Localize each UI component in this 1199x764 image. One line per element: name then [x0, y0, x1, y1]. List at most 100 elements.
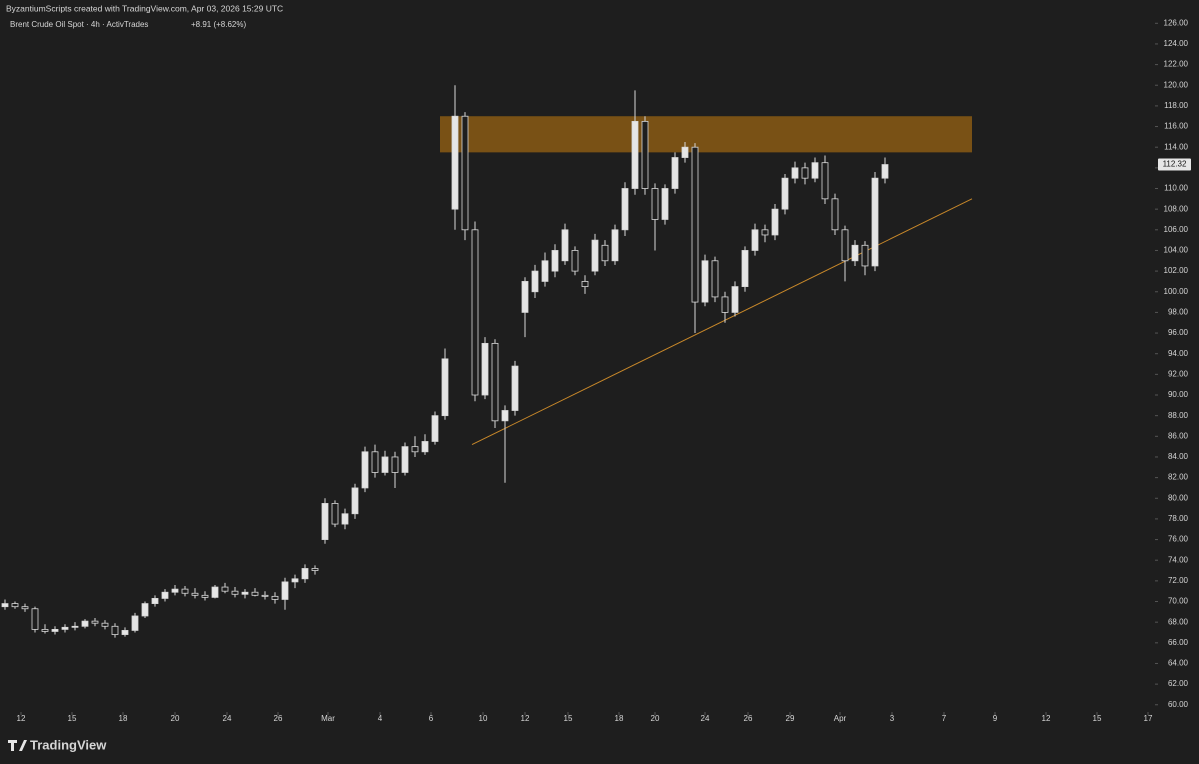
- y-tick-label: 108.00: [1164, 204, 1189, 213]
- x-tick-label: 4: [378, 714, 383, 723]
- x-tick-label: 26: [744, 714, 753, 723]
- y-tick-label: 110.00: [1164, 184, 1188, 193]
- change: +8.91 (+8.62%): [191, 20, 246, 29]
- x-tick-label: 24: [223, 714, 232, 723]
- candle-body: [651, 188, 659, 220]
- candle-body: [381, 456, 389, 473]
- candle-body: [421, 441, 429, 453]
- candle-body: [661, 188, 669, 220]
- y-tick-label: 114.00: [1164, 142, 1188, 151]
- candle-body: [501, 410, 509, 422]
- candle-body: [601, 244, 609, 262]
- candle-body: [611, 229, 619, 262]
- x-tick-label: 12: [521, 714, 530, 723]
- candle-body: [391, 456, 399, 473]
- y-tick-label: 66.00: [1168, 638, 1189, 647]
- candle-body: [771, 208, 779, 236]
- x-tick-label: 18: [119, 714, 128, 723]
- x-tick-label: 18: [615, 714, 624, 723]
- candle-body: [851, 244, 859, 262]
- header: ByzantiumScripts created with TradingVie…: [6, 3, 283, 13]
- candle-body: [351, 487, 359, 515]
- candle-body: [201, 594, 209, 598]
- x-tick-label: 3: [890, 714, 895, 723]
- candle-body: [551, 250, 559, 272]
- last-price-box: [1158, 158, 1191, 171]
- candle-body: [321, 503, 329, 540]
- y-tick-label: 60.00: [1168, 700, 1189, 709]
- y-tick-label: 98.00: [1168, 308, 1189, 317]
- candle-body: [821, 162, 829, 200]
- candle-body: [241, 591, 249, 595]
- candle-body: [841, 229, 849, 262]
- candle-body: [11, 603, 19, 608]
- candle-body: [571, 250, 579, 272]
- candle-body: [61, 626, 69, 630]
- y-tick-label: 120.00: [1164, 80, 1189, 89]
- candle-body: [211, 586, 219, 598]
- candle-body: [121, 630, 129, 635]
- y-tick-label: 76.00: [1168, 535, 1189, 544]
- candle-body: [51, 628, 59, 632]
- y-tick-label: 84.00: [1168, 452, 1189, 461]
- candle-body: [101, 622, 109, 627]
- logo-icon: [8, 740, 27, 751]
- candle-body: [751, 229, 759, 251]
- candle-body: [621, 188, 629, 231]
- resistance-zone: [440, 116, 972, 153]
- candle-body: [441, 358, 449, 417]
- candle-body: [41, 628, 49, 632]
- x-tick-label: 12: [1042, 714, 1051, 723]
- candle-body: [431, 415, 439, 442]
- candle-body: [81, 620, 89, 627]
- candle-body: [561, 229, 569, 262]
- y-tick-label: 86.00: [1168, 431, 1189, 440]
- y-tick-label: 70.00: [1168, 597, 1189, 606]
- candle-body: [181, 588, 189, 594]
- candle-body: [291, 578, 299, 583]
- y-tick-label: 126.00: [1164, 18, 1189, 27]
- candle-body: [251, 591, 259, 596]
- candle-body: [231, 590, 239, 595]
- candle-body: [581, 281, 589, 287]
- y-tick-label: 78.00: [1168, 514, 1189, 523]
- y-tick-label: 72.00: [1168, 576, 1189, 585]
- candle-body: [161, 591, 169, 599]
- y-tick-label: 62.00: [1168, 679, 1189, 688]
- candle-body: [741, 250, 749, 287]
- candle-body: [631, 120, 639, 189]
- y-tick-label: 92.00: [1168, 369, 1189, 378]
- x-tick-label: 9: [993, 714, 998, 723]
- y-tick-label: 80.00: [1168, 493, 1189, 502]
- x-tick-label: 12: [17, 714, 26, 723]
- y-tick-label: 88.00: [1168, 411, 1189, 420]
- candle-body: [331, 503, 339, 525]
- candle-body: [131, 615, 139, 631]
- candle-body: [881, 164, 889, 179]
- candle-body: [871, 177, 879, 267]
- candle-body: [761, 229, 769, 236]
- x-tick-label: Apr: [834, 714, 847, 723]
- x-tick-label: 7: [942, 714, 947, 723]
- x-tick-label: 10: [479, 714, 488, 723]
- candle-body: [401, 446, 409, 473]
- candle-body: [711, 260, 719, 298]
- candle-body: [221, 586, 229, 592]
- candle-body: [91, 620, 99, 624]
- candle-body: [861, 244, 869, 267]
- candle-body: [311, 568, 319, 571]
- y-tick-label: 118.00: [1164, 101, 1188, 110]
- candle-body: [541, 260, 549, 282]
- candle-body: [791, 167, 799, 179]
- candle-body: [361, 451, 369, 489]
- last-price-label: 112.32: [1163, 160, 1187, 169]
- candle-body: [171, 588, 179, 593]
- y-tick-label: 116.00: [1164, 122, 1188, 131]
- y-tick-label: 64.00: [1168, 659, 1189, 668]
- candle-body: [151, 598, 159, 604]
- y-tick-label: 122.00: [1164, 60, 1189, 69]
- candle-body: [731, 286, 739, 313]
- x-tick-label: 26: [274, 714, 283, 723]
- candle-body: [591, 239, 599, 272]
- y-tick-label: 124.00: [1164, 39, 1189, 48]
